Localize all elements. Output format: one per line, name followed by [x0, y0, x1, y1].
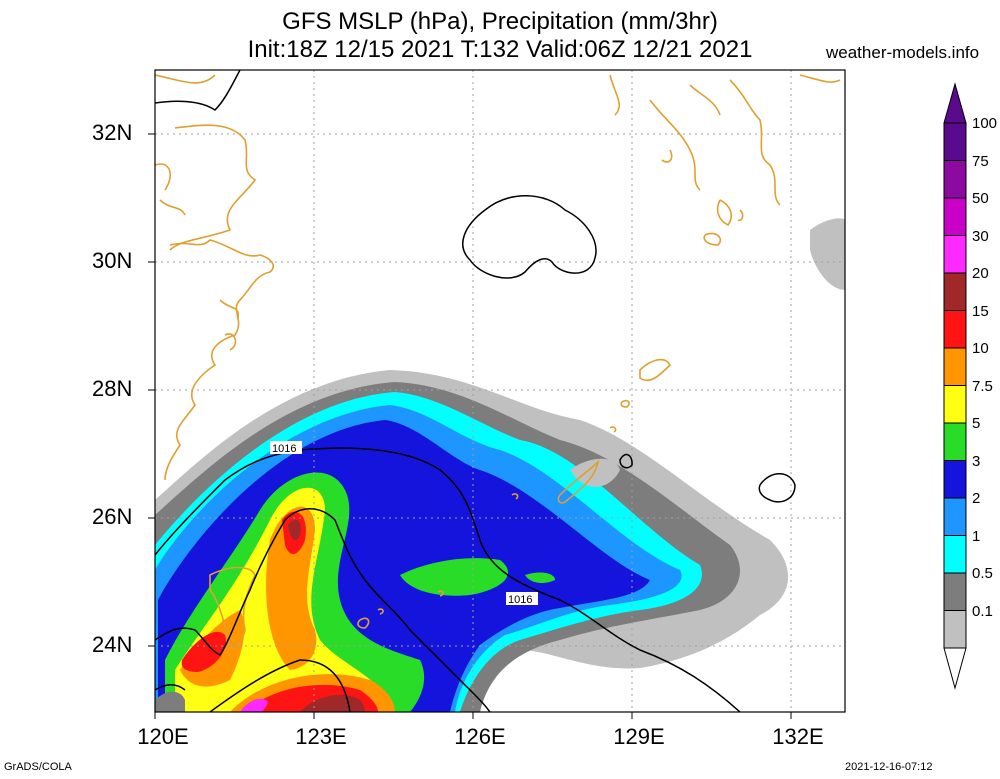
colorbar-bottom-arrow	[943, 647, 967, 690]
colorbar-swatch	[943, 197, 967, 236]
lon-label-123e: 123E	[295, 724, 347, 749]
colorbar-label: 1	[972, 527, 981, 545]
colorbar	[943, 82, 967, 690]
lon-label-126e: 126E	[454, 724, 506, 749]
footer-timestamp: 2021-12-16-07:12	[845, 761, 933, 773]
colorbar-swatch	[943, 122, 967, 161]
lat-label-32n: 32N	[92, 120, 133, 145]
lon-label-129e: 129E	[613, 724, 665, 749]
isobars	[155, 70, 796, 712]
lat-label-28n: 28N	[92, 376, 133, 401]
precip-0.1	[570, 458, 620, 487]
colorbar-label: 7.5	[972, 377, 993, 395]
precip-5	[525, 572, 555, 583]
colorbar-swatch	[943, 272, 967, 311]
isobar-1016	[619, 453, 633, 469]
isobar-labels: 1016 1016	[270, 441, 538, 606]
colorbar-label: 50	[972, 190, 989, 207]
colorbar-label: 0.1	[972, 602, 993, 620]
colorbar-swatch	[943, 310, 967, 349]
footer-credit: GrADS/COLA	[4, 761, 72, 773]
colorbar-label: 0.5	[972, 565, 993, 582]
colorbar-label: 100	[972, 115, 998, 132]
colorbar-swatch	[943, 535, 967, 574]
isobar-1016	[155, 508, 491, 712]
isobar-1016	[758, 473, 796, 503]
precip-10	[266, 506, 317, 670]
colorbar-swatch	[943, 160, 967, 199]
precip-15	[181, 631, 226, 672]
map-title: GFS MSLP (hPa), Precipitation (mm/3hr)	[282, 8, 718, 35]
lon-label-132e: 132E	[772, 724, 824, 749]
colorbar-swatch	[943, 422, 967, 461]
precip-layer	[155, 218, 845, 712]
isobar-1016	[155, 447, 741, 712]
colorbar-label: 75	[972, 152, 989, 170]
precip-20	[288, 519, 301, 541]
colorbar-label: 3	[972, 452, 981, 470]
colorbar-swatch	[943, 497, 967, 536]
colorbar-swatch	[943, 235, 967, 274]
lon-label-120e: 120E	[137, 724, 189, 749]
isobar-label-1016: 1016	[508, 594, 532, 606]
precip-5	[400, 558, 509, 596]
colorbar-swatch	[943, 572, 967, 611]
colorbar-label: 15	[972, 302, 989, 320]
colorbar-label: 30	[972, 227, 989, 245]
colorbar-swatch	[943, 460, 967, 499]
isobar-1016	[155, 70, 241, 111]
colorbar-swatch	[943, 385, 967, 424]
coastlines	[155, 74, 841, 649]
isobar-1016	[155, 684, 186, 691]
colorbar-label: 20	[972, 265, 989, 282]
precip-0.1	[810, 218, 845, 290]
colorbar-label: 5	[972, 415, 981, 432]
colorbar-swatch	[943, 347, 967, 386]
isobar-1016	[462, 195, 597, 279]
grid	[155, 70, 845, 712]
colorbar-swatch	[943, 610, 967, 649]
map-frame	[154, 69, 846, 713]
precip-30	[240, 698, 268, 712]
colorbar-label: 2	[972, 490, 981, 507]
colorbar-top-arrow	[943, 82, 967, 124]
lat-label-24n: 24N	[92, 632, 133, 657]
frame-ticks	[148, 133, 792, 719]
site-credit: weather-models.info	[826, 43, 980, 62]
isobar-label-1016: 1016	[272, 443, 296, 455]
lat-label-30n: 30N	[92, 248, 133, 273]
lat-label-26n: 26N	[92, 504, 133, 529]
precip-0.5	[155, 691, 185, 712]
colorbar-label: 10	[972, 340, 989, 357]
map-subtitle: Init:18Z 12/15 2021 T:132 Valid:06Z 12/2…	[247, 36, 753, 63]
isobar-1016	[209, 659, 351, 712]
